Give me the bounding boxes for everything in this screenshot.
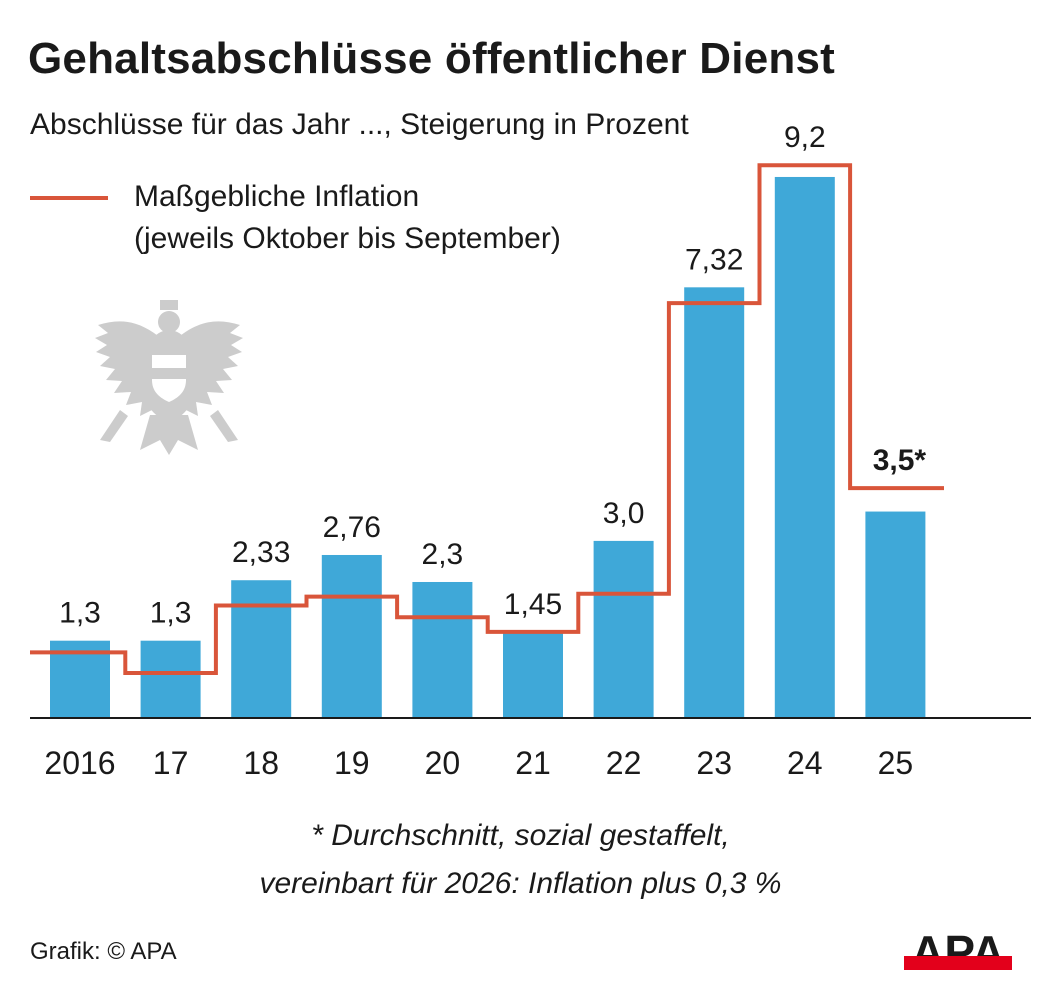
data-label-18: 2,33 — [232, 536, 290, 569]
footnote-line2: vereinbart für 2026: Inflation plus 0,3 … — [259, 867, 782, 900]
x-tick-label-22: 22 — [606, 745, 642, 781]
chart-title: Gehaltsabschlüsse öffentlicher Dienst — [28, 34, 835, 83]
bar-20 — [412, 581, 473, 717]
x-tick-labels-group: 2016 17 18 19 20 21 22 23 24 25 — [44, 745, 913, 781]
x-tick-label-19: 19 — [334, 745, 370, 781]
legend-inflation-line — [30, 196, 108, 200]
bars-group — [50, 176, 926, 717]
chart-subtitle: Abschlüsse für das Jahr ..., Steigerung … — [30, 108, 689, 141]
inflation-step-line — [30, 163, 944, 675]
legend-label-line2: (jeweils Oktober bis September) — [134, 222, 561, 255]
data-label-25: 3,5* — [873, 444, 927, 477]
bar-17 — [140, 640, 201, 717]
x-tick-label-18: 18 — [243, 745, 279, 781]
x-tick-label-17: 17 — [153, 745, 189, 781]
bar-25 — [865, 511, 926, 717]
data-label-21: 1,45 — [504, 588, 562, 621]
apa-logo-bar — [904, 956, 1012, 970]
data-label-20: 2,3 — [422, 538, 464, 571]
austrian-eagle-emblem-icon — [95, 300, 243, 455]
x-tick-label-21: 21 — [515, 745, 551, 781]
data-label-2016: 1,3 — [59, 597, 101, 630]
inflation-line-group — [30, 163, 944, 675]
legend-label: Maßgebliche Inflation (jeweils Oktober b… — [134, 176, 561, 260]
x-tick-label-2016: 2016 — [44, 745, 115, 781]
data-label-19: 2,76 — [323, 511, 381, 544]
apa-logo-text: APA — [911, 926, 1005, 978]
data-labels-group: 1,3 1,3 2,33 2,76 2,3 1,45 3,0 7,32 9,2 3,5* — [59, 121, 926, 629]
data-label-23: 7,32 — [685, 243, 743, 276]
x-tick-label-24: 24 — [787, 745, 823, 781]
apa-logo-icon: APA — [904, 926, 1012, 978]
bar-24 — [774, 176, 835, 717]
x-tick-label-25: 25 — [878, 745, 914, 781]
data-label-17: 1,3 — [150, 597, 192, 630]
x-tick-label-20: 20 — [425, 745, 461, 781]
footnote: * Durchschnitt, sozial gestaffelt, verei… — [0, 812, 1041, 908]
legend-label-line1: Maßgebliche Inflation — [134, 180, 420, 213]
bar-22 — [593, 540, 654, 717]
x-tick-label-23: 23 — [696, 745, 732, 781]
bar-23 — [684, 287, 745, 717]
data-label-22: 3,0 — [603, 497, 645, 530]
data-label-24: 9,2 — [784, 121, 826, 154]
bar-19 — [321, 554, 382, 717]
bar-21 — [503, 631, 563, 717]
footnote-line1: * Durchschnitt, sozial gestaffelt, — [311, 819, 730, 852]
graphic-credit: Grafik: © APA — [30, 938, 177, 965]
bar-18 — [231, 580, 292, 717]
